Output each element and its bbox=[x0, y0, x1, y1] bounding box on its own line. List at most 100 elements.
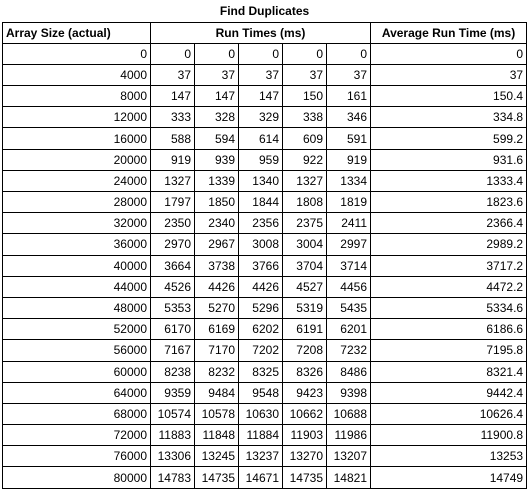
cell-run-time-3[interactable]: 5296 bbox=[238, 296, 283, 320]
cell-array-size[interactable]: 68000 bbox=[2, 402, 151, 426]
cell-run-time-2[interactable]: 2967 bbox=[194, 233, 239, 256]
cell-average-run-time[interactable]: 334.8 bbox=[369, 106, 528, 129]
cell-run-time-5[interactable]: 8486 bbox=[326, 360, 371, 383]
cell-array-size[interactable]: 48000 bbox=[2, 296, 151, 320]
cell-run-time-5[interactable]: 10688 bbox=[326, 402, 371, 426]
cell-run-time-3[interactable]: 329 bbox=[238, 106, 283, 129]
cell-run-time-2[interactable]: 11848 bbox=[194, 424, 239, 447]
table-title[interactable]: Find Duplicates bbox=[219, 3, 310, 18]
cell-run-time-1[interactable]: 9359 bbox=[150, 381, 195, 404]
cell-run-time-2[interactable]: 147 bbox=[194, 85, 239, 108]
cell-array-size[interactable]: 56000 bbox=[2, 339, 151, 362]
cell-run-time-2[interactable]: 6169 bbox=[194, 318, 239, 341]
cell-array-size[interactable]: 80000 bbox=[2, 466, 151, 489]
cell-array-size[interactable]: 24000 bbox=[2, 169, 151, 193]
cell-array-size[interactable]: 52000 bbox=[2, 318, 151, 341]
cell-average-run-time[interactable]: 7195.8 bbox=[369, 339, 528, 362]
cell-average-run-time[interactable]: 4472.2 bbox=[369, 275, 528, 298]
cell-run-time-5[interactable]: 9398 bbox=[326, 381, 371, 404]
cell-array-size[interactable]: 16000 bbox=[2, 127, 151, 150]
cell-run-time-4[interactable]: 5319 bbox=[282, 296, 327, 320]
cell-run-time-1[interactable]: 8238 bbox=[150, 360, 195, 383]
cell-run-time-4[interactable]: 609 bbox=[282, 127, 327, 150]
cell-run-time-2[interactable]: 10578 bbox=[194, 402, 239, 426]
cell-run-time-4[interactable]: 1327 bbox=[282, 169, 327, 193]
cell-run-time-1[interactable]: 11883 bbox=[150, 424, 195, 447]
cell-run-time-4[interactable]: 13270 bbox=[282, 445, 327, 468]
cell-run-time-2[interactable]: 1850 bbox=[194, 190, 239, 214]
cell-array-size[interactable]: 72000 bbox=[2, 424, 151, 447]
cell-run-time-1[interactable]: 147 bbox=[150, 85, 195, 108]
cell-run-time-3[interactable]: 0 bbox=[238, 42, 283, 65]
cell-run-time-3[interactable]: 13237 bbox=[238, 445, 283, 468]
cell-array-size[interactable]: 20000 bbox=[2, 148, 151, 171]
cell-run-time-4[interactable]: 7208 bbox=[282, 339, 327, 362]
cell-run-time-4[interactable]: 11903 bbox=[282, 424, 327, 447]
cell-run-time-3[interactable]: 3008 bbox=[238, 233, 283, 256]
cell-array-size[interactable]: 32000 bbox=[2, 212, 151, 235]
cell-array-size[interactable]: 44000 bbox=[2, 275, 151, 298]
cell-run-time-4[interactable]: 0 bbox=[282, 42, 327, 65]
cell-run-time-1[interactable]: 6170 bbox=[150, 318, 195, 341]
cell-run-time-2[interactable]: 939 bbox=[194, 148, 239, 171]
cell-run-time-1[interactable]: 588 bbox=[150, 127, 195, 150]
cell-run-time-3[interactable]: 6202 bbox=[238, 318, 283, 341]
cell-run-time-4[interactable]: 10662 bbox=[282, 402, 327, 426]
cell-run-time-3[interactable]: 8325 bbox=[238, 360, 283, 383]
cell-array-size[interactable]: 40000 bbox=[2, 254, 151, 277]
cell-average-run-time[interactable]: 10626.4 bbox=[369, 402, 528, 426]
cell-run-time-5[interactable]: 7232 bbox=[326, 339, 371, 362]
cell-average-run-time[interactable]: 11900.8 bbox=[369, 424, 528, 447]
header-average-run-time[interactable]: Average Run Time (ms) bbox=[370, 21, 528, 44]
cell-array-size[interactable]: 36000 bbox=[2, 233, 151, 256]
cell-run-time-2[interactable]: 8232 bbox=[194, 360, 239, 383]
cell-run-time-5[interactable]: 5435 bbox=[326, 296, 371, 320]
cell-run-time-3[interactable]: 4426 bbox=[238, 275, 283, 298]
cell-array-size[interactable]: 60000 bbox=[2, 360, 151, 383]
cell-run-time-2[interactable]: 7170 bbox=[194, 339, 239, 362]
cell-run-time-2[interactable]: 2340 bbox=[194, 212, 239, 235]
cell-run-time-1[interactable]: 2350 bbox=[150, 212, 195, 235]
cell-run-time-5[interactable]: 13207 bbox=[326, 445, 371, 468]
cell-run-time-1[interactable]: 10574 bbox=[150, 402, 195, 426]
cell-array-size[interactable]: 4000 bbox=[2, 63, 151, 87]
cell-run-time-5[interactable]: 1819 bbox=[326, 190, 371, 214]
cell-run-time-2[interactable]: 0 bbox=[194, 42, 239, 65]
cell-run-time-1[interactable]: 4526 bbox=[150, 275, 195, 298]
cell-run-time-2[interactable]: 328 bbox=[194, 106, 239, 129]
cell-run-time-4[interactable]: 3704 bbox=[282, 254, 327, 277]
cell-average-run-time[interactable]: 0 bbox=[369, 42, 528, 65]
cell-run-time-1[interactable]: 14783 bbox=[150, 466, 195, 489]
cell-run-time-2[interactable]: 594 bbox=[194, 127, 239, 150]
cell-array-size[interactable]: 64000 bbox=[2, 381, 151, 404]
cell-array-size[interactable]: 8000 bbox=[2, 85, 151, 108]
cell-run-time-4[interactable]: 4527 bbox=[282, 275, 327, 298]
cell-run-time-5[interactable]: 1334 bbox=[326, 169, 371, 193]
cell-average-run-time[interactable]: 2989.2 bbox=[369, 233, 528, 256]
cell-average-run-time[interactable]: 150.4 bbox=[369, 85, 528, 108]
cell-run-time-5[interactable]: 591 bbox=[326, 127, 371, 150]
cell-average-run-time[interactable]: 6186.6 bbox=[369, 318, 528, 341]
cell-run-time-3[interactable]: 3766 bbox=[238, 254, 283, 277]
cell-average-run-time[interactable]: 2366.4 bbox=[369, 212, 528, 235]
cell-average-run-time[interactable]: 1823.6 bbox=[369, 190, 528, 214]
cell-run-time-5[interactable]: 6201 bbox=[326, 318, 371, 341]
cell-run-time-1[interactable]: 0 bbox=[150, 42, 195, 65]
cell-run-time-5[interactable]: 37 bbox=[326, 63, 371, 87]
cell-average-run-time[interactable]: 14749 bbox=[369, 466, 528, 489]
cell-run-time-4[interactable]: 922 bbox=[282, 148, 327, 171]
cell-run-time-4[interactable]: 1808 bbox=[282, 190, 327, 214]
cell-run-time-4[interactable]: 8326 bbox=[282, 360, 327, 383]
cell-run-time-5[interactable]: 14821 bbox=[326, 466, 371, 489]
cell-run-time-3[interactable]: 11884 bbox=[238, 424, 283, 447]
cell-run-time-1[interactable]: 2970 bbox=[150, 233, 195, 256]
cell-run-time-3[interactable]: 147 bbox=[238, 85, 283, 108]
cell-run-time-5[interactable]: 3714 bbox=[326, 254, 371, 277]
cell-run-time-4[interactable]: 9423 bbox=[282, 381, 327, 404]
header-array-size[interactable]: Array Size (actual) bbox=[2, 21, 151, 44]
cell-average-run-time[interactable]: 9442.4 bbox=[369, 381, 528, 404]
cell-run-time-5[interactable]: 2997 bbox=[326, 233, 371, 256]
cell-average-run-time[interactable]: 931.6 bbox=[369, 148, 528, 171]
cell-run-time-4[interactable]: 14735 bbox=[282, 466, 327, 489]
cell-run-time-5[interactable]: 11986 bbox=[326, 424, 371, 447]
